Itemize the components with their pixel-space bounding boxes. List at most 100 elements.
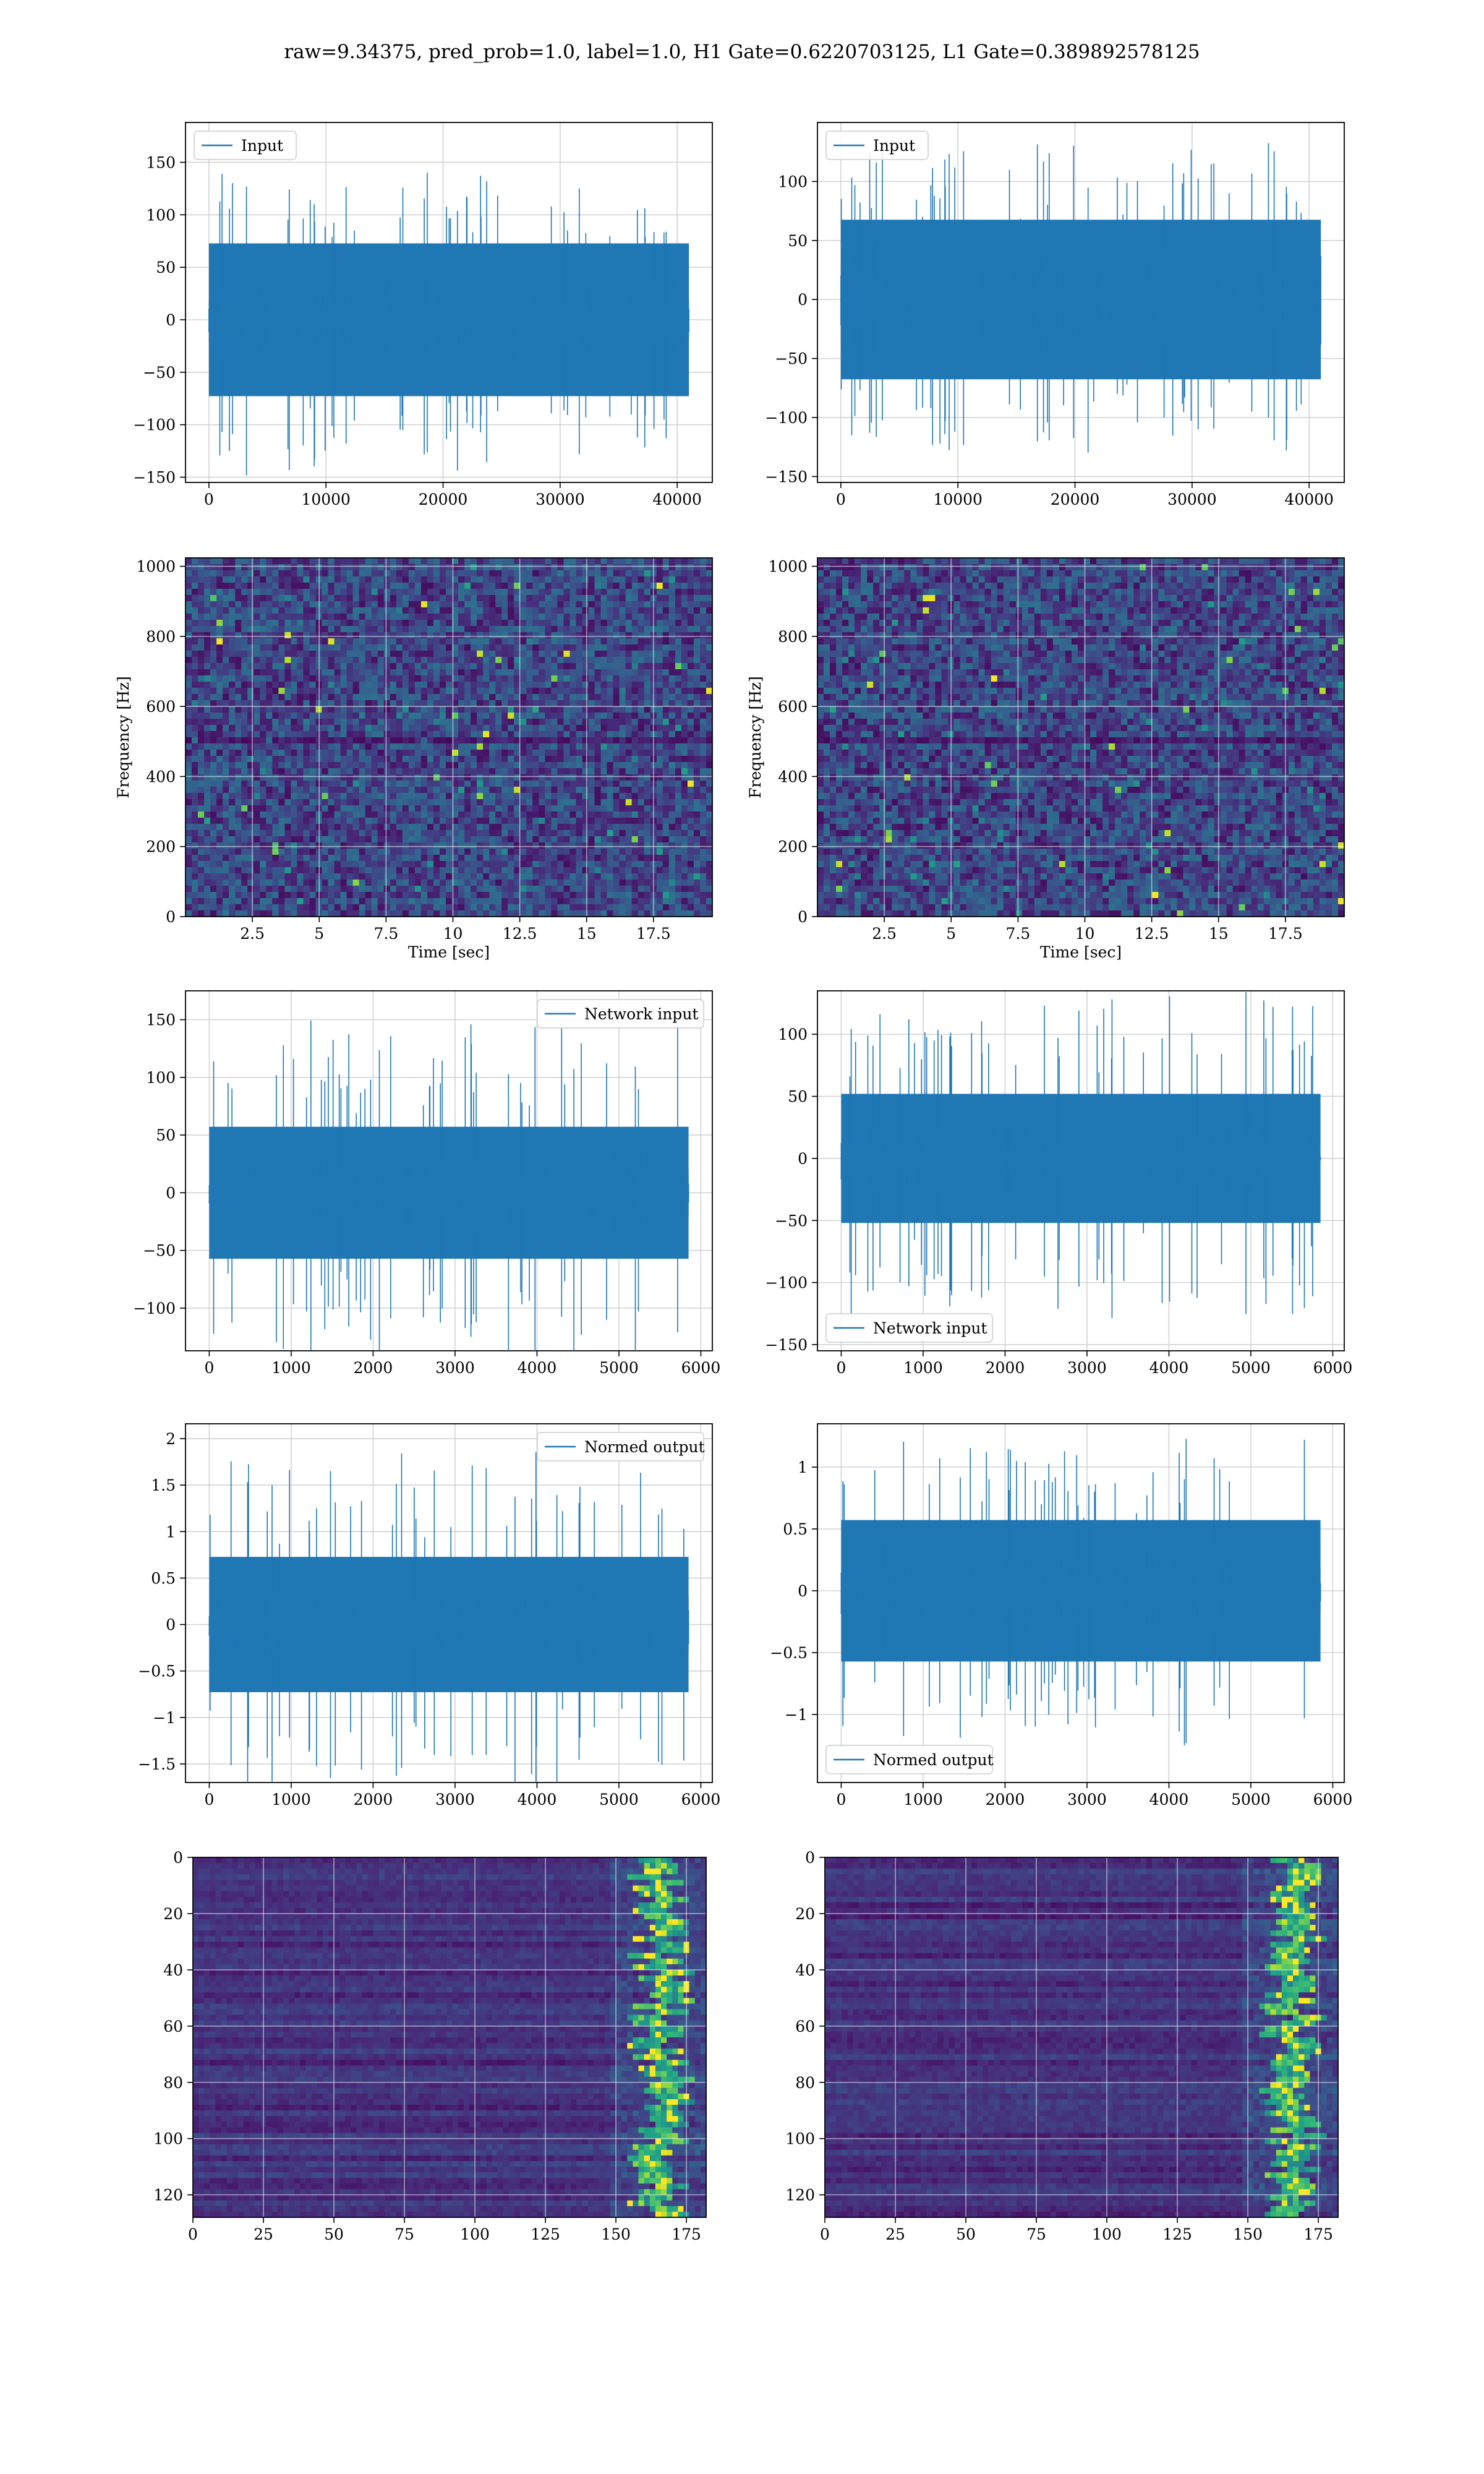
heatmap-cell — [260, 583, 267, 589]
heatmap-cell — [229, 694, 236, 701]
heatmap-cell — [266, 706, 273, 713]
heatmap-cell — [322, 651, 329, 657]
heatmap-cell — [489, 632, 496, 639]
heatmap-cell — [328, 651, 335, 657]
heatmap-cell — [297, 713, 304, 719]
heatmap-cell — [570, 583, 577, 589]
heatmap-cell — [409, 570, 416, 577]
heatmap-cell — [322, 620, 329, 627]
heatmap-cell — [589, 669, 595, 676]
heatmap-cell — [458, 638, 465, 645]
heatmap-cell — [620, 644, 626, 651]
heatmap-cell — [545, 576, 552, 583]
heatmap-cell — [390, 669, 397, 676]
heatmap-cell — [440, 675, 446, 682]
heatmap-cell — [532, 558, 539, 565]
heatmap-cell — [464, 669, 471, 676]
heatmap-cell — [495, 564, 502, 571]
heatmap-cell — [241, 589, 248, 596]
heatmap-cell — [620, 614, 626, 620]
heatmap-cell — [613, 706, 620, 713]
heatmap-cell — [241, 644, 248, 651]
heatmap-cell — [297, 595, 304, 602]
x-tick-label: 40000 — [1284, 490, 1334, 508]
heatmap-cell — [681, 651, 688, 657]
heatmap-cell — [421, 558, 428, 565]
heatmap-cell — [241, 564, 248, 571]
heatmap-cell — [347, 632, 354, 639]
heatmap-cell — [297, 669, 304, 676]
heatmap-cell — [706, 688, 713, 695]
heatmap-cell — [341, 583, 348, 589]
heatmap-cell — [372, 576, 378, 583]
heatmap-cell — [446, 570, 453, 577]
heatmap-cell — [241, 638, 248, 645]
heatmap-cell — [409, 607, 416, 614]
heatmap-cell — [557, 706, 564, 713]
heatmap-cell — [446, 669, 453, 676]
heatmap-cell — [557, 620, 564, 627]
heatmap-cell — [186, 725, 192, 732]
heatmap-cell — [335, 669, 341, 676]
heatmap-cell — [613, 713, 620, 719]
heatmap-cell — [210, 644, 217, 651]
heatmap-cell — [415, 607, 422, 614]
heatmap-cell — [241, 694, 248, 701]
heatmap-cell — [359, 669, 366, 676]
heatmap-cell — [322, 663, 329, 670]
heatmap-cell — [390, 663, 397, 670]
heatmap-cell — [495, 675, 502, 682]
heatmap-cell — [483, 601, 490, 608]
heatmap-cell — [235, 595, 242, 602]
heatmap-cell — [433, 713, 440, 719]
heatmap-cell — [644, 638, 651, 645]
heatmap-cell — [620, 706, 626, 713]
heatmap-cell — [601, 638, 608, 645]
heatmap-cell — [433, 583, 440, 589]
heatmap-cell — [440, 657, 446, 664]
heatmap-cell — [501, 669, 508, 676]
heatmap-cell — [644, 583, 651, 589]
heatmap-cell — [378, 570, 385, 577]
heatmap-cell — [254, 614, 260, 620]
heatmap-cell — [384, 719, 391, 726]
heatmap-cell — [260, 614, 267, 620]
heatmap-cell — [458, 682, 465, 688]
heatmap-cell — [501, 570, 508, 577]
heatmap-cell — [297, 688, 304, 695]
heatmap-cell — [570, 651, 577, 657]
heatmap-cell — [700, 675, 707, 682]
heatmap-cell — [501, 694, 508, 701]
heatmap-cell — [706, 570, 713, 577]
heatmap-cell — [694, 626, 701, 633]
heatmap-cell — [638, 620, 645, 627]
heatmap-cell — [260, 626, 267, 633]
heatmap-cell — [415, 669, 422, 676]
heatmap-cell — [471, 644, 477, 651]
heatmap-cell — [409, 595, 416, 602]
heatmap-cell — [700, 706, 707, 713]
heatmap-cell — [688, 583, 694, 589]
heatmap-cell — [495, 688, 502, 695]
heatmap-cell — [421, 669, 428, 676]
heatmap-cell — [229, 725, 236, 732]
heatmap-cell — [291, 713, 297, 719]
heatmap-cell — [372, 700, 378, 707]
heatmap-cell — [458, 620, 465, 627]
heatmap-cell — [520, 657, 527, 664]
heatmap-cell — [570, 663, 577, 670]
heatmap-cell — [390, 626, 397, 633]
heatmap-cell — [186, 663, 192, 670]
heatmap-cell — [688, 663, 694, 670]
heatmap-cell — [335, 632, 341, 639]
heatmap-cell — [272, 663, 279, 670]
heatmap-cell — [192, 725, 198, 732]
heatmap-cell — [409, 719, 416, 726]
heatmap-cell — [669, 657, 676, 664]
heatmap-cell — [576, 558, 583, 565]
heatmap-cell — [520, 638, 527, 645]
heatmap-cell — [663, 706, 670, 713]
heatmap-cell — [570, 644, 577, 651]
heatmap-cell — [526, 564, 533, 571]
heatmap-cell — [582, 614, 589, 620]
